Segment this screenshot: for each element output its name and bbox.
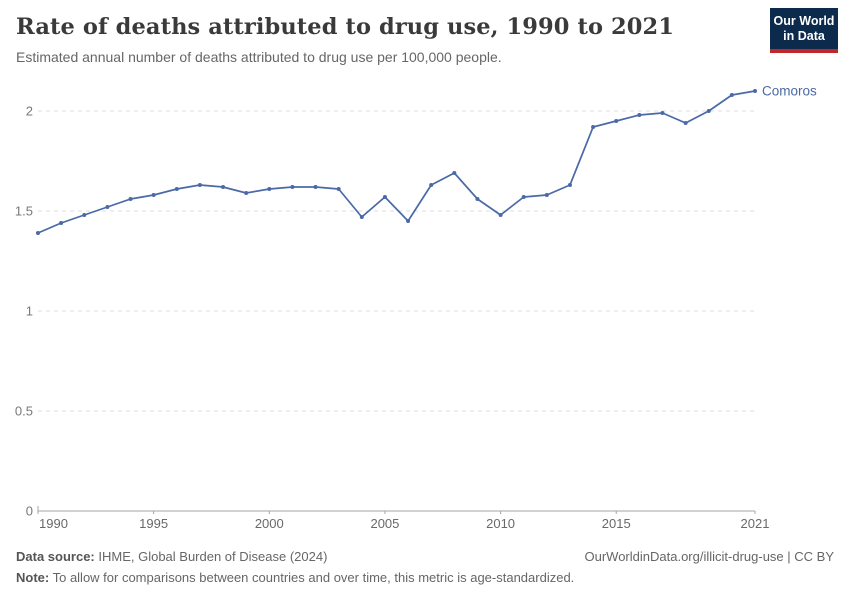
data-point — [660, 111, 665, 115]
data-point — [359, 215, 364, 219]
data-point — [544, 193, 549, 197]
data-point — [82, 213, 87, 217]
note-value: To allow for comparisons between countri… — [49, 570, 575, 585]
data-point — [267, 187, 272, 191]
owid-logo-line1: Our World — [773, 14, 835, 28]
data-point — [614, 119, 619, 123]
data-point — [174, 187, 179, 191]
data-point — [244, 191, 249, 195]
data-point — [706, 109, 711, 113]
data-point — [498, 213, 503, 217]
x-axis-label: 2000 — [255, 516, 284, 531]
page-title: Rate of deaths attributed to drug use, 1… — [16, 14, 675, 40]
x-axis-label: 2010 — [486, 516, 515, 531]
series-label[interactable]: Comoros — [762, 84, 817, 99]
note: Note: To allow for comparisons between c… — [16, 568, 834, 588]
data-point — [197, 183, 202, 187]
data-point — [105, 205, 110, 209]
data-point — [475, 197, 480, 201]
data-point — [59, 221, 64, 225]
owid-logo[interactable]: Our World in Data — [770, 8, 838, 53]
owid-logo-line2: in Data — [783, 29, 825, 43]
owid-url-link[interactable]: OurWorldinData.org/illicit-drug-use | CC… — [584, 549, 835, 564]
data-point — [36, 231, 40, 235]
x-axis-label: 2021 — [741, 516, 770, 531]
data-point — [729, 93, 734, 97]
chart-subtitle: Estimated annual number of deaths attrib… — [16, 49, 502, 65]
y-axis-label: 1 — [26, 304, 33, 319]
data-point — [452, 171, 457, 175]
y-axis-label: 2 — [26, 104, 33, 119]
y-axis-label: 0 — [26, 504, 33, 519]
data-point — [336, 187, 341, 191]
data-point — [683, 121, 688, 125]
data-point — [151, 193, 156, 197]
data-point — [429, 183, 434, 187]
y-axis-label: 1.5 — [15, 204, 33, 219]
data-point — [406, 219, 411, 223]
chart-header: Rate of deaths attributed to drug use, 1… — [16, 14, 754, 65]
note-label: Note: — [16, 570, 50, 585]
data-point — [382, 195, 387, 199]
data-source-value: IHME, Global Burden of Disease (2024) — [94, 549, 328, 564]
data-point — [521, 195, 526, 199]
series-line[interactable] — [37, 90, 756, 234]
data-point — [567, 183, 572, 187]
x-axis-label: 2005 — [370, 516, 399, 531]
data-point — [591, 125, 596, 129]
x-axis-label: 1990 — [39, 516, 68, 531]
data-point — [128, 197, 133, 201]
data-point — [637, 113, 642, 117]
chart-footer: Data source: IHME, Global Burden of Dise… — [16, 547, 834, 588]
data-source: Data source: IHME, Global Burden of Dise… — [16, 547, 327, 567]
x-axis-label: 2015 — [602, 516, 631, 531]
data-point — [313, 185, 318, 189]
x-axis-label: 1995 — [139, 516, 168, 531]
data-point — [753, 89, 757, 93]
y-axis-label: 0.5 — [15, 404, 33, 419]
line-chart: 0 0.5 1 1.5 2 1990 1995 2000 2005 2010 2015 2021 Com… — [15, 84, 817, 532]
data-point — [221, 185, 226, 189]
data-point — [290, 185, 295, 189]
data-source-label: Data source: — [16, 549, 95, 564]
